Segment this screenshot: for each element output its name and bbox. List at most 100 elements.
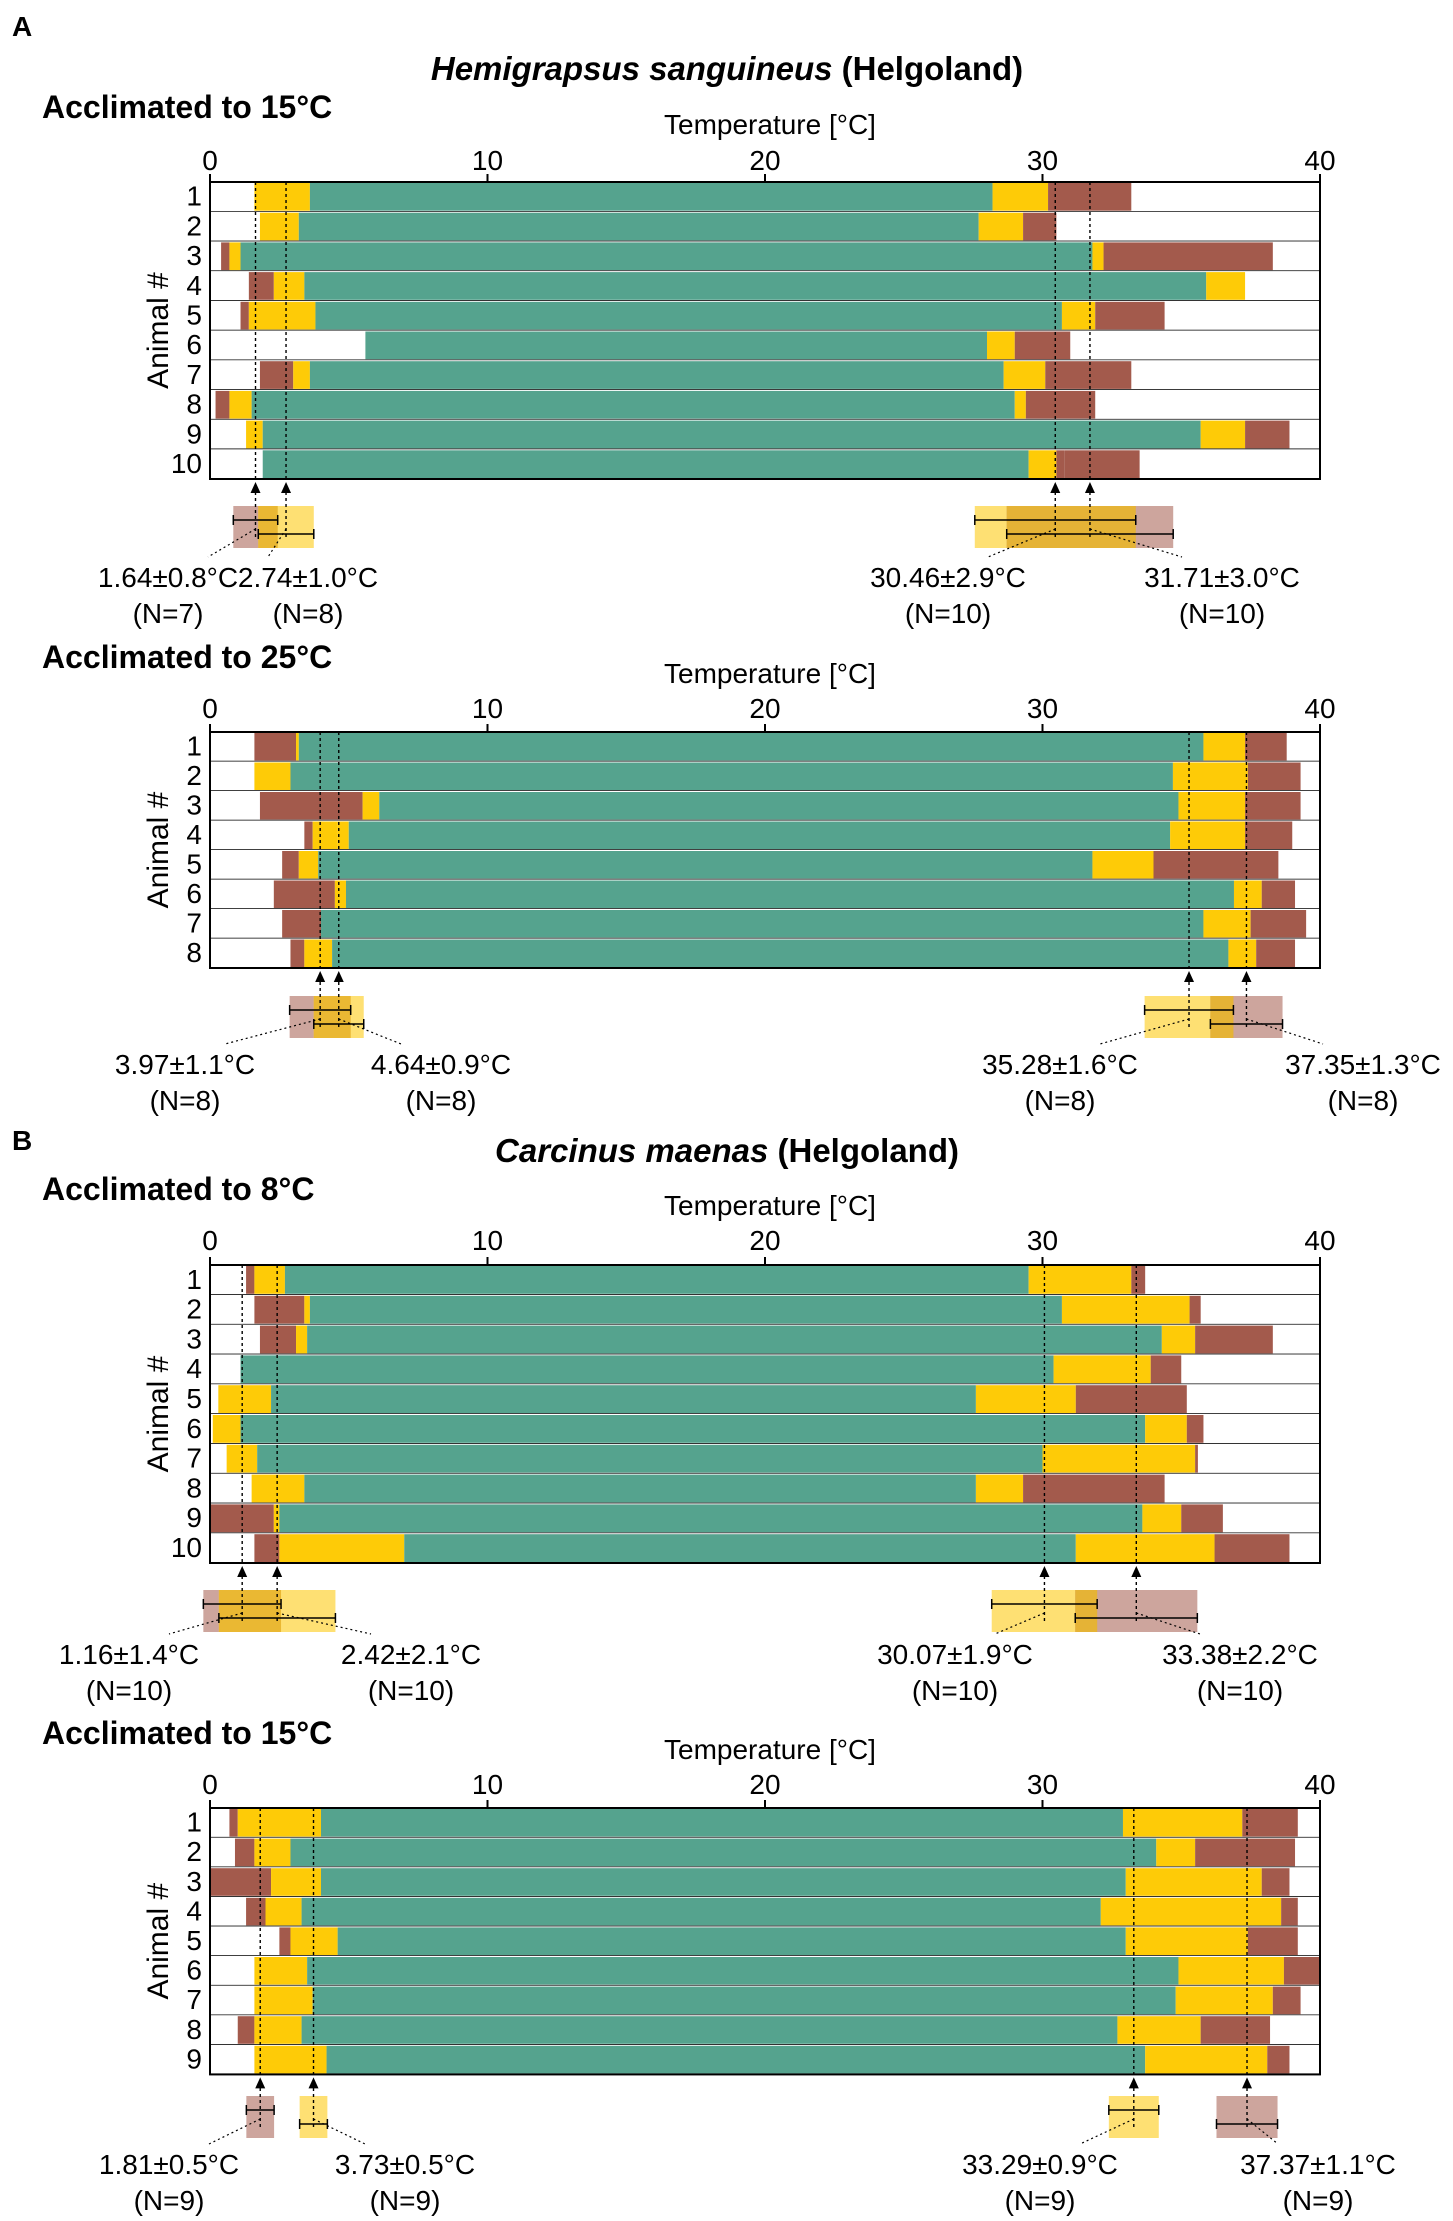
x-tick-label-0: 0 [202, 145, 218, 176]
summary-value-label: 4.64±0.9°C [371, 1049, 511, 1080]
bar-segment-red [304, 821, 313, 849]
summary-n-label: (N=8) [273, 598, 344, 629]
label-leader-line [1246, 2118, 1279, 2145]
summary-n-label: (N=7) [133, 598, 204, 629]
mean-arrow-head [1242, 2077, 1253, 2089]
bar-segment-yellow [1228, 939, 1257, 967]
mean-arrow-head [308, 2077, 319, 2089]
mean-arrow-head [237, 1566, 248, 1577]
animal-row-5 [210, 1384, 1320, 1415]
animal-number-6: 6 [186, 329, 202, 360]
bar-segment-red [1261, 1868, 1290, 1896]
bar-segment-yellow [1092, 851, 1154, 879]
bar-segment-yellow [304, 939, 333, 967]
species-title-b: Carcinus maenas (Helgoland) [495, 1132, 959, 1169]
bar-segment-yellow [254, 2045, 327, 2074]
summary-value-label: 3.97±1.1°C [115, 1049, 255, 1080]
bar-segment-red [1181, 1504, 1223, 1533]
animal-row-6 [210, 1956, 1320, 1987]
plot-frame [209, 1264, 1321, 1564]
animal-row-5 [210, 850, 1320, 881]
summary-n-label: (N=10) [905, 598, 991, 629]
bar-segment-red [1045, 361, 1132, 389]
bar-segment-green [240, 242, 1093, 271]
animal-row-8 [210, 938, 1320, 969]
bar-segment-red [210, 1868, 272, 1896]
animal-number-10: 10 [171, 1532, 202, 1563]
bar-segment-green [309, 1295, 1062, 1324]
bar-segment-yellow [218, 1385, 272, 1413]
animal-number-9: 9 [186, 418, 202, 449]
bar-segment-yellow [237, 1809, 321, 1837]
bar-segment-red [1023, 1474, 1165, 1503]
bar-segment-yellow [271, 1868, 321, 1896]
bar-segment-yellow [254, 1266, 285, 1294]
bar-segment-red [1186, 1415, 1204, 1443]
bar-segment-red [1261, 880, 1296, 908]
x-tick-label-0: 0 [202, 1225, 218, 1256]
mean-arrow-head [333, 971, 344, 982]
bar-segment-yellow [273, 272, 305, 300]
bar-segment-green [315, 301, 1062, 330]
bar-segment-green [251, 390, 1015, 419]
bar-segment-yellow [248, 301, 316, 330]
bar-segment-yellow [1117, 2016, 1201, 2044]
x-tick-label-20: 20 [749, 1225, 780, 1256]
bar-segment-yellow [298, 851, 319, 879]
bar-segment-yellow [362, 792, 380, 820]
animal-row-2 [210, 1294, 1320, 1326]
animal-number-2: 2 [186, 760, 202, 791]
bar-segment-green [326, 2045, 1146, 2074]
bar-segment-red [282, 910, 321, 938]
bar-segment-red [259, 361, 294, 389]
bar-segment-red [254, 733, 297, 761]
bar-segment-green [279, 1504, 1143, 1533]
label-leader-line [1136, 1612, 1201, 1635]
label-leader-line [987, 528, 1056, 558]
animal-number-1: 1 [186, 181, 202, 212]
bar-segment-yellow [1075, 1534, 1215, 1562]
summary-n-label: (N=8) [150, 1085, 221, 1116]
mean-arrow-head [1131, 1566, 1142, 1577]
x-axis-title: Temperature [°C] [664, 109, 876, 140]
bar-segment-red [1150, 1355, 1182, 1384]
bar-segment-yellow [1053, 1355, 1151, 1384]
animal-number-1: 1 [186, 1807, 202, 1838]
bar-segment-yellow [296, 1325, 308, 1354]
animal-row-4 [210, 271, 1320, 302]
summary-value-label: 3.73±0.5°C [335, 2149, 475, 2180]
animal-number-10: 10 [171, 448, 202, 479]
summary-value-label: 33.29±0.9°C [962, 2149, 1118, 2180]
bar-segment-green [321, 1868, 1126, 1896]
animal-number-2: 2 [186, 1294, 202, 1325]
label-leader-line [267, 528, 287, 558]
animal-number-4: 4 [186, 1353, 202, 1384]
bar-segment-yellow [1100, 1897, 1282, 1926]
bar-segment-yellow [296, 733, 299, 761]
bar-segment-red [248, 272, 274, 300]
x-tick-label-40: 40 [1304, 1769, 1335, 1800]
bar-segment-red [1250, 910, 1307, 938]
x-axis-title: Temperature [°C] [664, 658, 876, 689]
bar-segment-yellow [293, 361, 310, 389]
mean-arrow-head [255, 2077, 266, 2089]
bar-segment-yellow [1061, 1295, 1190, 1324]
summary-value-label: 35.28±1.6°C [982, 1049, 1138, 1080]
summary-value-label: 37.35±1.3°C [1285, 1049, 1441, 1080]
bar-segment-yellow [975, 1385, 1076, 1413]
animal-number-6: 6 [186, 1955, 202, 1986]
bar-segment-red [282, 851, 299, 879]
bar-segment-yellow [992, 183, 1049, 211]
animal-number-7: 7 [186, 1443, 202, 1474]
label-leader-line [277, 1612, 372, 1635]
bar-segment-red [1245, 733, 1287, 761]
mean-arrow-head [1128, 2077, 1139, 2089]
bar-segment-yellow [259, 212, 299, 241]
animal-row-8 [210, 2015, 1320, 2046]
bar-segment-green [309, 361, 1004, 389]
sd-overlap-box [1075, 1590, 1098, 1632]
summary-n-label: (N=10) [1179, 598, 1265, 629]
y-axis-title: Animal # [142, 791, 175, 908]
x-tick-label-40: 40 [1304, 145, 1335, 176]
label-leader-line [994, 1612, 1045, 1635]
